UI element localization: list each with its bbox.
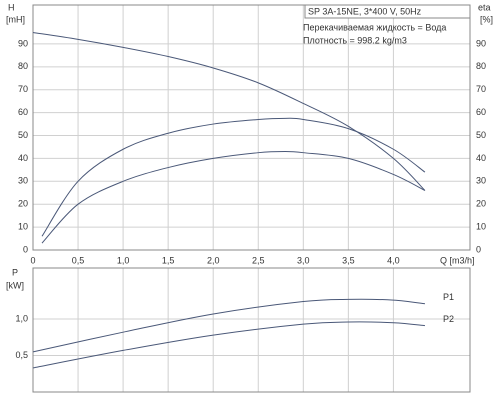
y-tick-label: 20: [18, 199, 28, 209]
series-label: P1: [443, 292, 454, 302]
y-unit: [mH]: [6, 14, 25, 24]
x-tick-label: 0,5: [72, 255, 85, 265]
y2-tick-label: 90: [476, 38, 486, 48]
y-unit: [kW]: [6, 280, 24, 290]
x-tick-label: 2,0: [207, 255, 220, 265]
x-tick-label: 1,0: [117, 255, 130, 265]
y2-tick-label: 20: [476, 199, 486, 209]
y-tick-label: 10: [18, 221, 28, 231]
y2-tick-label: 10: [476, 221, 486, 231]
header-box: [304, 4, 471, 19]
y2-label: eta: [478, 2, 491, 12]
y-tick-label: 0: [23, 244, 28, 254]
plot-frame: [32, 267, 471, 393]
y2-tick-label: 50: [476, 130, 486, 140]
x-label: Q [m3/h]: [440, 255, 475, 265]
y2-tick-label: 70: [476, 84, 486, 94]
y2-unit: [%]: [480, 14, 493, 24]
x-tick-label: 1,5: [162, 255, 175, 265]
y-tick-label: 60: [18, 107, 28, 117]
y2-tick-label: 60: [476, 107, 486, 117]
annotation: Плотность = 998.2 kg/m3: [303, 35, 407, 45]
series-label: P2: [443, 314, 454, 324]
x-tick-label: 4,0: [387, 255, 400, 265]
annotation: Перекачиваемая жидкость = Вода: [303, 22, 446, 32]
y2-tick-label: 80: [476, 61, 486, 71]
y-tick-label: 90: [18, 38, 28, 48]
y2-tick-label: 0: [476, 244, 481, 254]
curve: [41, 151, 426, 244]
y-tick-label: 30: [18, 176, 28, 186]
curve: [32, 321, 425, 369]
curve: [32, 31, 426, 191]
y-label: P: [12, 267, 18, 277]
plot-frame: [32, 4, 471, 251]
x-tick-label: 3,5: [342, 255, 355, 265]
curve: [41, 117, 426, 237]
curve: [32, 298, 426, 353]
y2-tick-label: 30: [476, 176, 486, 186]
x-tick-label: 2,5: [252, 255, 265, 265]
x-tick-label: 3,0: [297, 255, 310, 265]
y-tick-label: 80: [18, 61, 28, 71]
y-tick-label: 1,0: [15, 313, 28, 323]
y-tick-label: 40: [18, 153, 28, 163]
y-tick-label: 50: [18, 130, 28, 140]
y-tick-label: 70: [18, 84, 28, 94]
y2-tick-label: 40: [476, 153, 486, 163]
y-label: H: [8, 2, 15, 12]
y-tick-label: 0,5: [15, 350, 28, 360]
x-tick-label: 0: [30, 255, 35, 265]
header: SP 3A-15NE, 3*400 V, 50Hz: [308, 6, 422, 16]
